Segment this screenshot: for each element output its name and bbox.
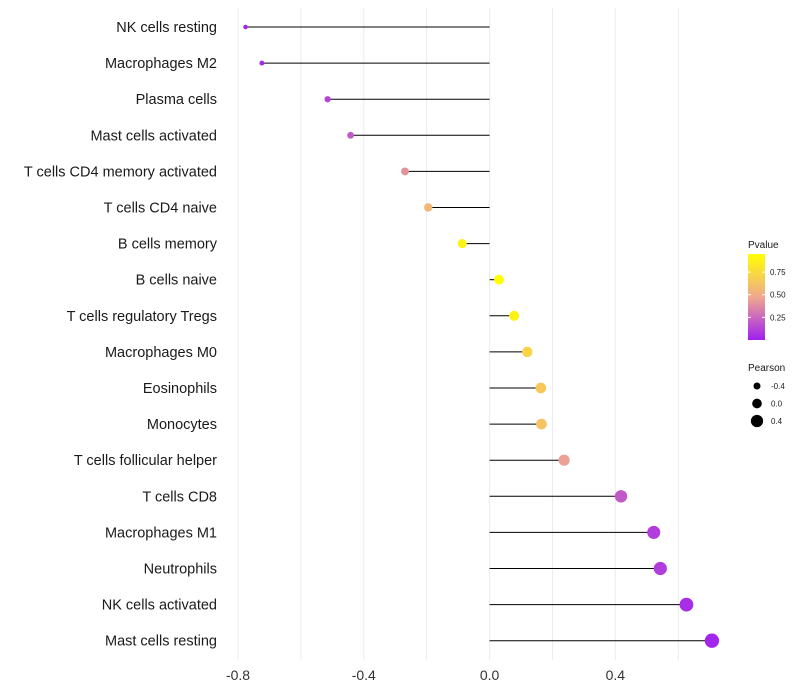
pearson-legend-label: -0.4 xyxy=(771,382,785,391)
lollipop-point xyxy=(424,203,433,212)
pearson-legend-title: Pearson xyxy=(748,363,785,374)
x-tick-label: -0.8 xyxy=(226,667,250,683)
category-label: Eosinophils xyxy=(143,381,217,397)
lollipop-point xyxy=(535,382,547,394)
lollipop-point xyxy=(522,346,533,358)
lollipop-point xyxy=(324,96,331,103)
lollipop-point xyxy=(704,633,720,648)
lollipop-segments xyxy=(245,26,712,642)
category-label: T cells CD4 naive xyxy=(104,201,217,217)
x-axis-tick-labels: -0.8 -0.4 0.0 0.4 xyxy=(226,667,625,683)
x-tick-label: 0.0 xyxy=(480,667,500,683)
category-label: Neutrophils xyxy=(144,562,217,578)
grid-lines xyxy=(237,8,679,660)
category-label: Mast cells resting xyxy=(105,634,217,650)
category-label: Macrophages M0 xyxy=(105,345,217,361)
category-label: T cells follicular helper xyxy=(74,453,217,469)
category-label: T cells CD4 memory activated xyxy=(24,164,217,180)
x-tick-label: -0.4 xyxy=(352,667,376,683)
lollipop-point xyxy=(401,167,409,176)
category-label: Plasma cells xyxy=(136,92,217,108)
category-label: B cells naive xyxy=(136,273,217,289)
lollipop-point xyxy=(679,597,694,612)
lollipop-point xyxy=(647,525,661,539)
pvalue-legend-title: Pvalue xyxy=(748,240,779,251)
category-label: Macrophages M2 xyxy=(105,56,217,72)
x-tick-label: 0.4 xyxy=(606,667,626,683)
pearson-legend-point xyxy=(753,382,761,390)
pvalue-legend-ticks: 0.25 0.50 0.75 xyxy=(748,268,786,322)
lollipop-point xyxy=(536,418,547,430)
lollipop-point xyxy=(558,454,570,466)
pvalue-tick-label: 0.75 xyxy=(770,268,786,277)
lollipop-point xyxy=(457,239,467,249)
lollipop-point xyxy=(614,490,628,503)
lollipop-points xyxy=(243,24,720,648)
pearson-legend: Pearson -0.4 0.0 0.4 xyxy=(748,363,785,428)
category-label: Macrophages M1 xyxy=(105,525,217,541)
category-label: Monocytes xyxy=(147,417,217,433)
pearson-legend-point xyxy=(752,398,762,409)
category-label: B cells memory xyxy=(118,237,218,253)
category-label: NK cells activated xyxy=(102,598,217,614)
category-labels: NK cells resting Macrophages M2 Plasma cel… xyxy=(24,20,218,650)
pvalue-colorbar xyxy=(748,254,765,340)
pearson-legend-items: -0.4 0.0 0.4 xyxy=(750,382,785,428)
category-label: NK cells resting xyxy=(116,20,217,36)
category-label: Mast cells activated xyxy=(90,128,217,144)
lollipop-point xyxy=(653,561,667,576)
category-label: T cells regulatory Tregs xyxy=(67,309,217,325)
lollipop-point xyxy=(509,310,520,321)
pearson-legend-point xyxy=(750,414,764,428)
pearson-legend-label: 0.4 xyxy=(771,417,783,426)
lollipop-point xyxy=(243,24,248,30)
pvalue-tick-label: 0.50 xyxy=(770,291,786,300)
pearson-legend-label: 0.0 xyxy=(771,400,783,409)
pvalue-legend: Pvalue 0.25 0.50 0.75 xyxy=(748,240,786,340)
category-label: T cells CD8 xyxy=(142,489,217,505)
lollipop-point xyxy=(347,131,354,139)
pvalue-tick-label: 0.25 xyxy=(770,313,786,322)
lollipop-point xyxy=(259,60,265,66)
lollipop-point xyxy=(494,274,504,285)
